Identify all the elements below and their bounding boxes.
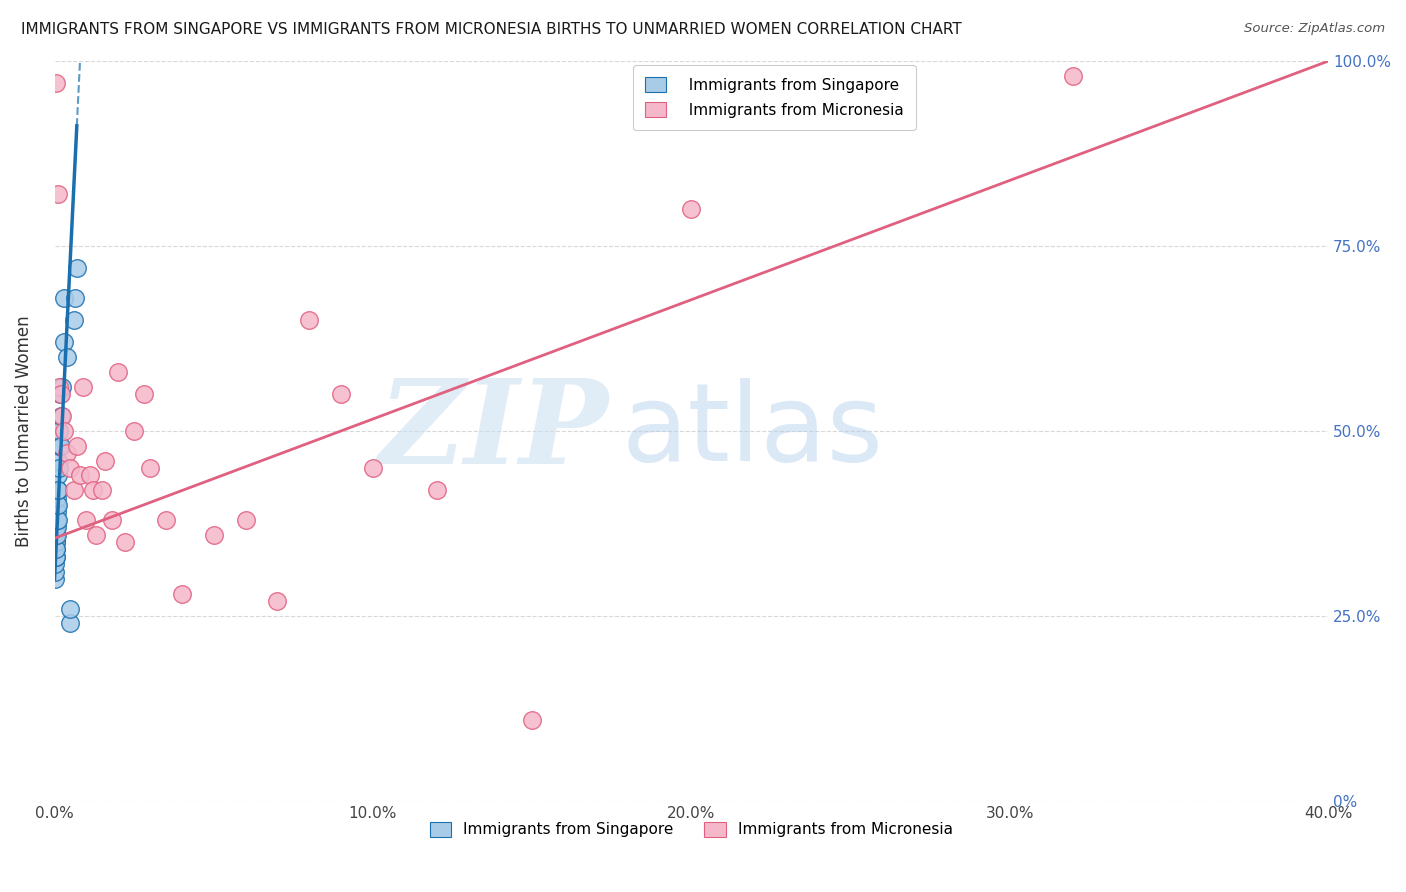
Point (520, 713, 543, 727)
Point (59, 461, 82, 475)
Point (66, 261, 89, 276)
Point (44, 572, 66, 586)
Text: R = 0.395   N = 36: R = 0.395 N = 36 (634, 104, 779, 119)
Point (46, 513, 69, 527)
Point (45, 513, 67, 527)
Point (48, 461, 70, 475)
Point (46, 505, 69, 519)
Point (46, 453, 69, 467)
Point (45, 513, 67, 527)
Point (62, 313, 84, 327)
Point (69, 468, 91, 483)
Point (101, 513, 124, 527)
Point (51, 409, 73, 424)
Point (45, 527, 67, 541)
Text: atlas: atlas (621, 378, 883, 484)
Point (45, 520, 67, 534)
Point (49, 387, 72, 401)
Point (84, 527, 107, 541)
Point (46, 483, 69, 498)
Point (114, 535, 136, 549)
Point (46, 491, 69, 505)
Point (45, 520, 67, 534)
Point (235, 513, 257, 527)
Point (107, 365, 129, 379)
Point (46, 187, 69, 202)
Point (298, 313, 321, 327)
Point (45, 498, 67, 512)
Point (56, 446, 79, 460)
Point (44, 565, 66, 579)
Point (66, 439, 89, 453)
Point (82, 483, 104, 498)
Point (45, 549, 67, 564)
Point (155, 513, 177, 527)
Point (53, 291, 76, 305)
Point (48, 379, 70, 393)
Point (139, 461, 162, 475)
Point (330, 387, 353, 401)
Legend: Immigrants from Singapore, Immigrants from Micronesia: Immigrants from Singapore, Immigrants fr… (422, 814, 960, 845)
Point (202, 527, 225, 541)
Point (59, 601, 82, 615)
Point (48, 424, 70, 438)
Point (45, 535, 67, 549)
Point (45, 542, 67, 557)
Point (56, 350, 79, 364)
Point (79, 468, 101, 483)
Point (49, 409, 72, 424)
Text: Source: ZipAtlas.com: Source: ZipAtlas.com (1244, 22, 1385, 36)
Point (48, 387, 70, 401)
Point (46, 483, 69, 498)
Point (266, 594, 288, 608)
Point (75, 513, 97, 527)
Point (44, 557, 66, 571)
Point (53, 424, 76, 438)
Point (72, 379, 94, 393)
Point (48, 439, 70, 453)
Point (46, 498, 69, 512)
Point (65, 291, 87, 305)
Point (53, 335, 76, 350)
Point (46, 468, 69, 483)
Point (46, 520, 69, 534)
Text: ZIP: ZIP (378, 374, 609, 489)
Text: R = 0.392   N = 41: R = 0.392 N = 41 (634, 74, 779, 89)
Point (361, 461, 384, 475)
Point (45, 535, 67, 549)
Text: IMMIGRANTS FROM SINGAPORE VS IMMIGRANTS FROM MICRONESIA BIRTHS TO UNMARRIED WOME: IMMIGRANTS FROM SINGAPORE VS IMMIGRANTS … (21, 22, 962, 37)
Y-axis label: Births to Unmarried Women: Births to Unmarried Women (15, 315, 32, 547)
Point (45, 549, 67, 564)
Point (62, 483, 84, 498)
Point (59, 616, 82, 631)
Point (45, 542, 67, 557)
Point (94, 453, 117, 467)
Point (132, 387, 155, 401)
Point (426, 483, 449, 498)
Point (91, 483, 114, 498)
Point (45, 527, 67, 541)
Point (1062, 69, 1084, 83)
Point (46, 513, 69, 527)
Point (681, 202, 703, 216)
Point (122, 424, 145, 438)
Point (49, 439, 72, 453)
Point (170, 587, 193, 601)
Point (51, 379, 73, 393)
Point (45, 76, 67, 90)
